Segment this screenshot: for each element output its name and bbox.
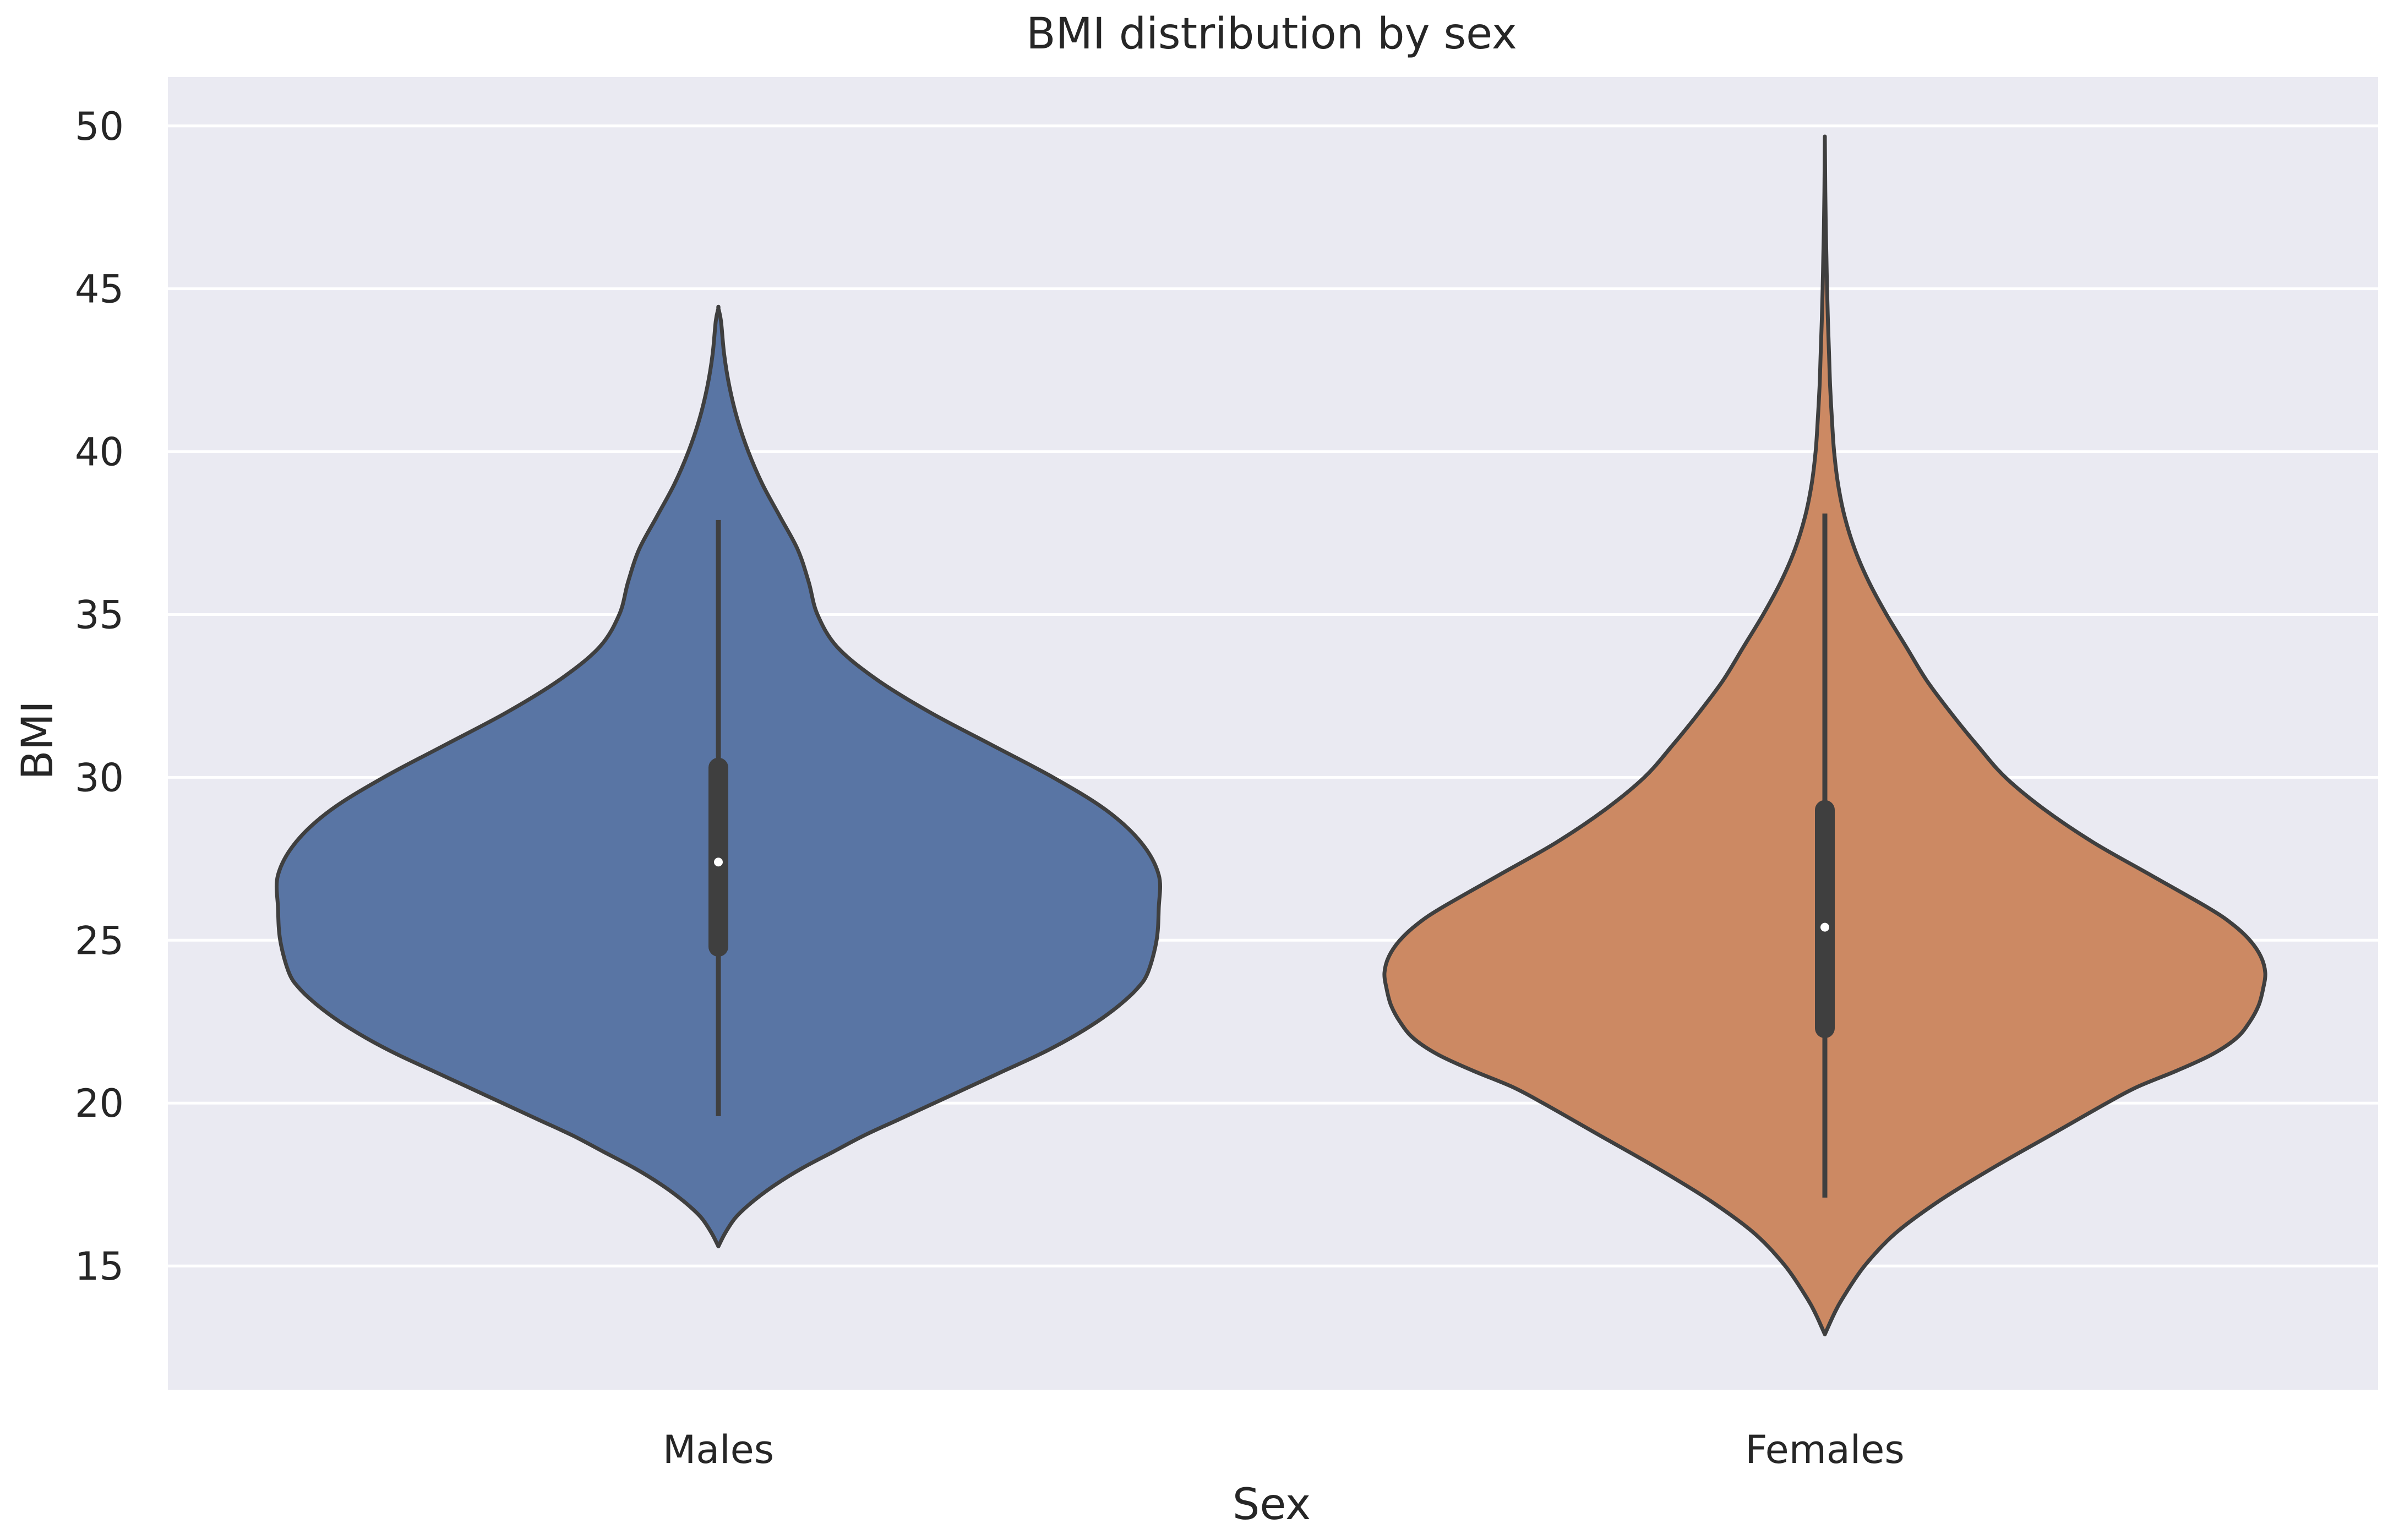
y-tick-label-35: 35 — [75, 592, 124, 637]
y-tick-label-50: 50 — [75, 104, 124, 149]
x-tick-labels: Males Females — [663, 1427, 1905, 1472]
median-marker-males — [714, 858, 723, 867]
x-tick-label-males: Males — [663, 1427, 774, 1472]
y-tick-label-15: 15 — [75, 1244, 124, 1289]
y-tick-label-45: 45 — [75, 267, 124, 312]
y-tick-label-25: 25 — [75, 918, 124, 963]
median-marker-females — [1820, 922, 1829, 932]
y-tick-label-20: 20 — [75, 1081, 124, 1126]
y-tick-label-40: 40 — [75, 430, 124, 475]
y-tick-labels: 15 20 25 30 35 40 45 50 — [75, 104, 124, 1289]
y-axis-label: BMI — [13, 701, 63, 780]
x-axis-label: Sex — [1233, 1480, 1311, 1530]
violins — [274, 134, 2267, 1336]
chart-title: BMI distribution by sex — [1026, 9, 1517, 59]
gridlines — [168, 124, 2378, 1268]
y-tick-label-30: 30 — [75, 755, 124, 800]
x-tick-label-females: Females — [1745, 1427, 1905, 1472]
